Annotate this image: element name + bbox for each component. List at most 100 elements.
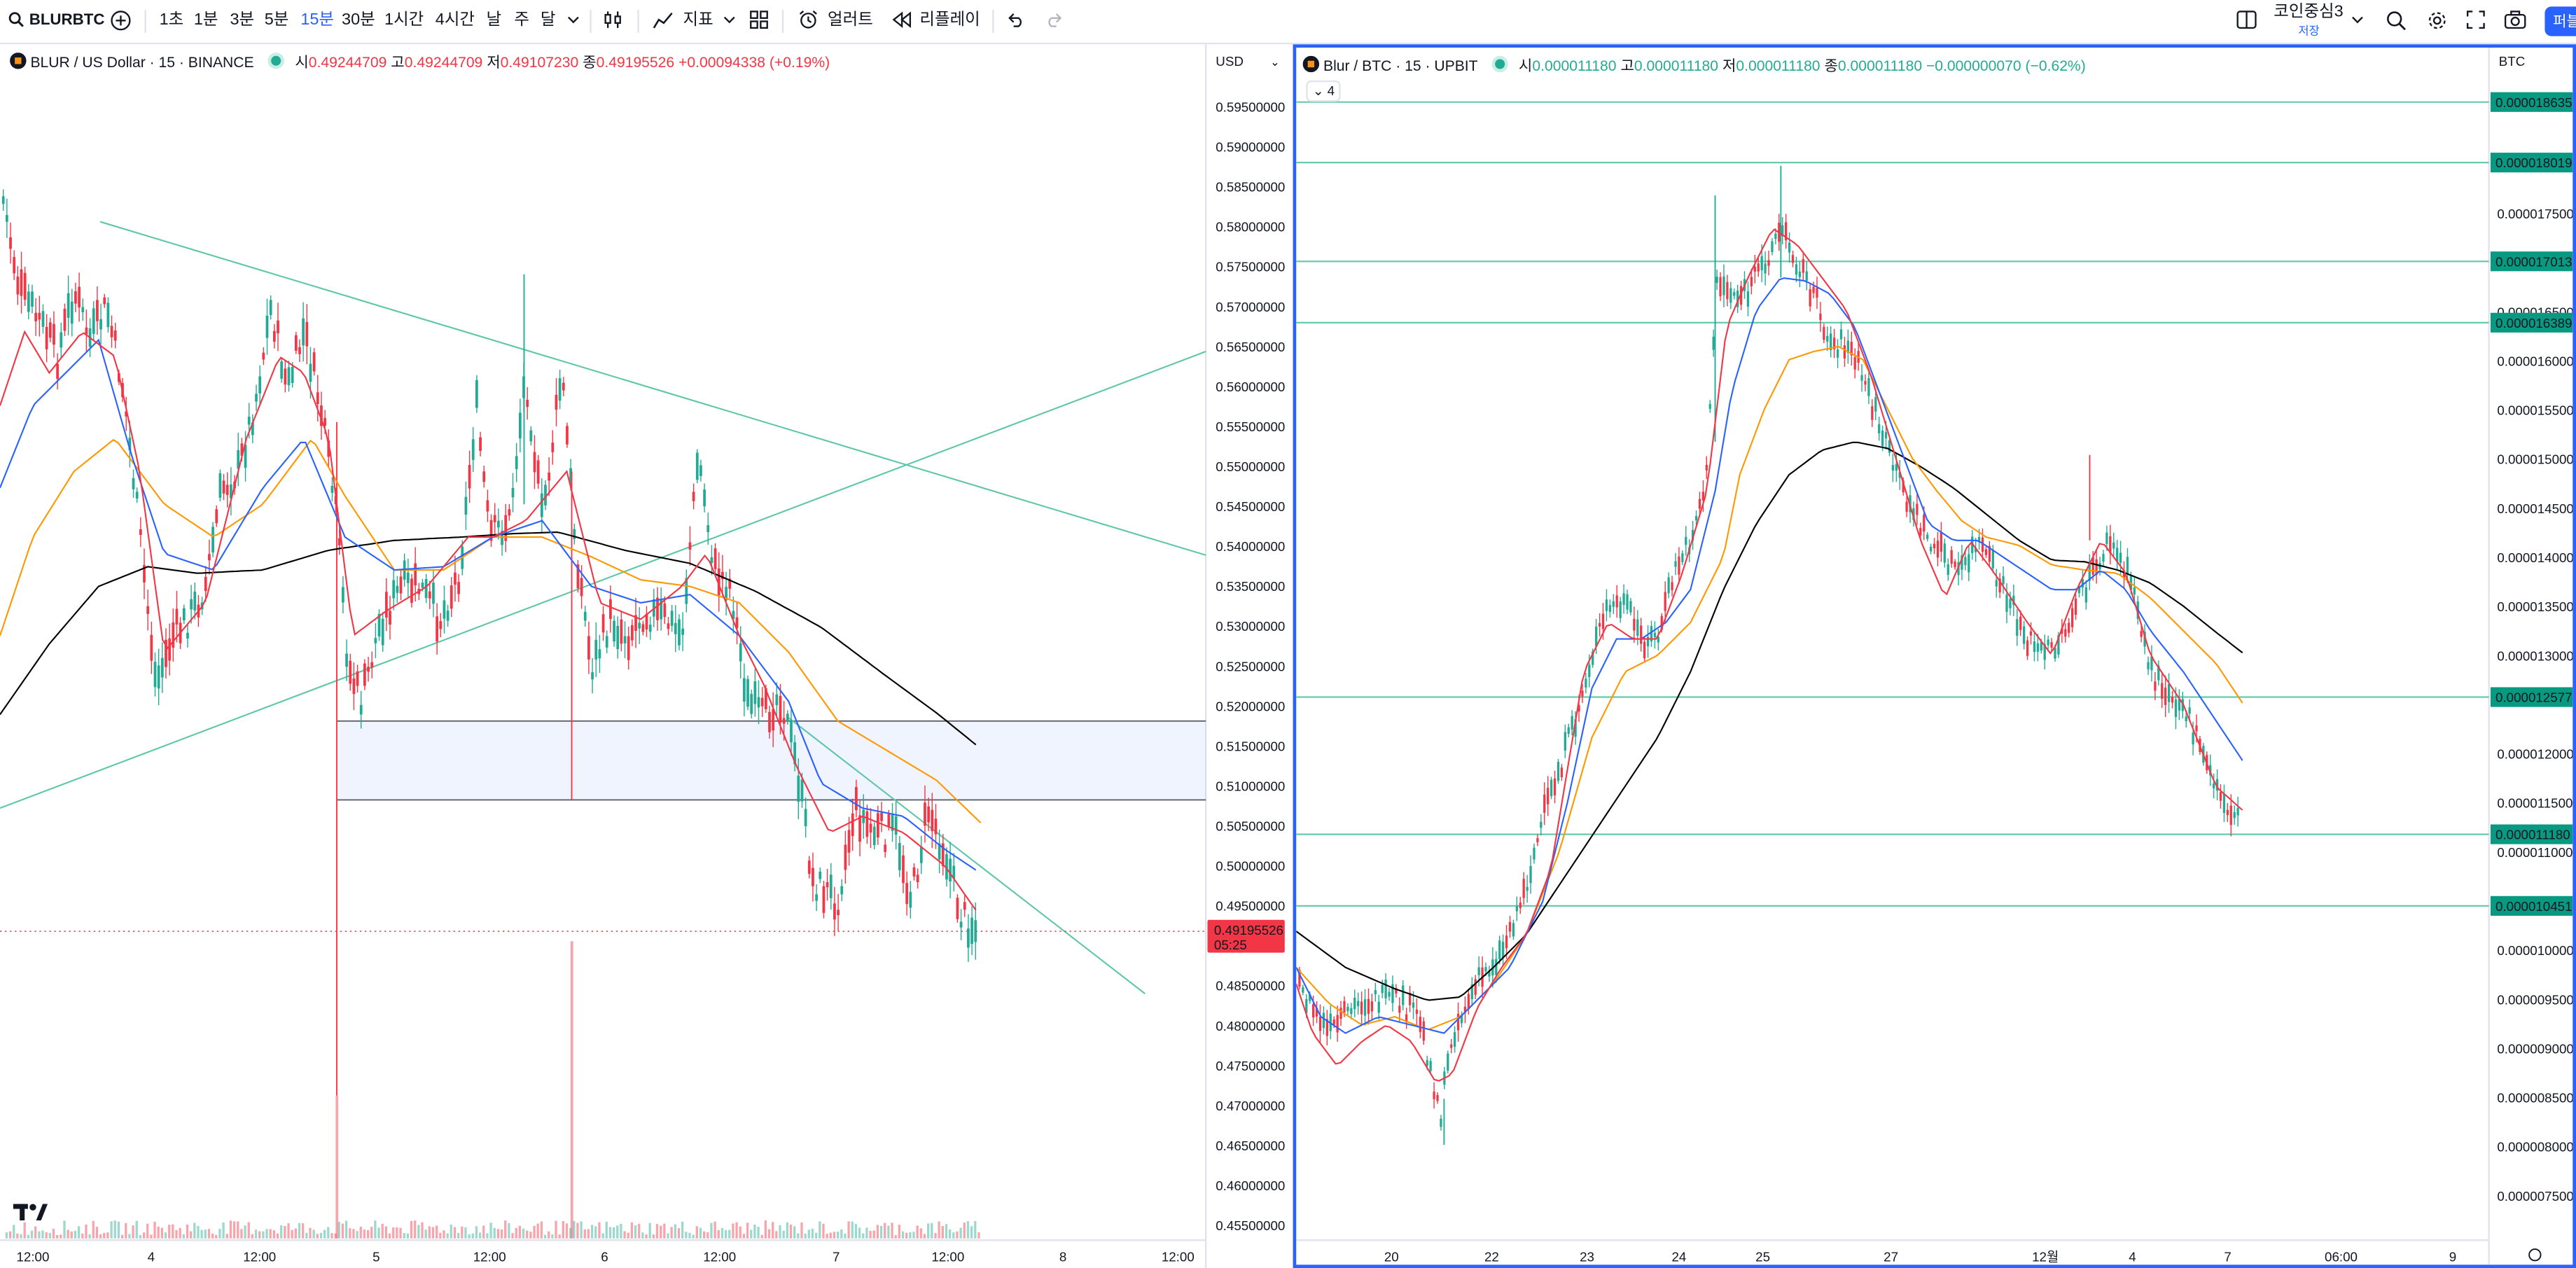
layout-dropdown[interactable]: [2351, 0, 2365, 43]
volume-bar: [760, 1234, 763, 1239]
interval-5m[interactable]: 5분: [264, 11, 289, 30]
interval-1s[interactable]: 1초: [159, 11, 184, 30]
indicators-collapse-toggle[interactable]: ⌄ 4: [1306, 80, 1342, 102]
candle-body: [337, 538, 341, 545]
candle-body: [2122, 571, 2126, 579]
publish-button[interactable]: 퍼블: [2544, 6, 2576, 36]
volume-bar: [879, 1225, 883, 1239]
candle-body: [1878, 424, 1881, 433]
candle-body: [1891, 465, 1895, 471]
ascending-trendline: [0, 351, 1206, 809]
price-tick-label: 0.000017500: [2497, 207, 2572, 221]
indicators-button[interactable]: 지표: [652, 0, 713, 43]
time-tick-label: 23: [1580, 1250, 1594, 1264]
interval-4h[interactable]: 4시간: [435, 11, 475, 30]
interval-dropdown[interactable]: [566, 0, 580, 43]
candle-body: [312, 352, 316, 372]
right-chart-canvas[interactable]: 0.0000175000.0000165000.0000160000.00001…: [1296, 48, 2573, 1265]
left-chart-canvas[interactable]: 0.59500000 0.59000000 0.58500000 0.58000000…: [0, 44, 1290, 1268]
level-price-badge: [2490, 824, 2573, 844]
interval-week[interactable]: 주: [514, 11, 529, 30]
snapshot-button[interactable]: [2504, 0, 2527, 43]
volume-bar: [302, 1223, 305, 1239]
interval-15m[interactable]: 15분: [300, 11, 335, 30]
fullscreen-button[interactable]: [2466, 0, 2486, 43]
candle-body: [1988, 545, 1991, 562]
volume-bar: [558, 1234, 561, 1239]
candle-body: [464, 496, 468, 515]
interval-1m[interactable]: 1분: [193, 11, 218, 30]
left-currency-selector[interactable]: USD ⌄: [1216, 54, 1280, 69]
chart-pane-right[interactable]: 0.000017500 0.000016500 0.000016000 0.00001…: [1293, 44, 2576, 1268]
quick-search-button[interactable]: [2386, 0, 2407, 43]
volume-bar: [966, 1221, 970, 1239]
templates-button[interactable]: [749, 0, 769, 43]
candle-body: [269, 300, 272, 315]
interval-30m[interactable]: 30분: [342, 11, 375, 30]
candle-body: [291, 366, 294, 383]
candle-body: [775, 694, 779, 706]
candle-body: [1447, 1053, 1449, 1071]
chart-pane-left[interactable]: 0.59500000 0.59000000 0.58500000 0.58000000…: [0, 44, 1290, 1268]
volume-bar: [670, 1227, 673, 1239]
candle-body: [1388, 991, 1391, 997]
volume-bar: [392, 1227, 395, 1239]
chart-type-button[interactable]: [603, 0, 622, 43]
candle-body: [934, 818, 938, 835]
interval-1h[interactable]: 1시간: [384, 11, 424, 30]
candle-body: [829, 875, 833, 898]
volume-bar: [685, 1232, 688, 1239]
volume-bar: [461, 1226, 464, 1239]
interval-month[interactable]: 달: [540, 11, 556, 30]
volume-bar: [948, 1229, 952, 1239]
candle-body: [1694, 516, 1698, 521]
candle-body: [1767, 260, 1770, 266]
candle-body: [1757, 263, 1760, 272]
candle-body: [1736, 290, 1739, 307]
alerts-button[interactable]: 얼러트: [798, 0, 873, 43]
candle-body: [2157, 665, 2160, 681]
candle-body: [1902, 480, 1905, 493]
candle-body: [1719, 277, 1722, 297]
candle-body: [1853, 357, 1856, 370]
candle-body: [186, 632, 189, 639]
candle-body: [1867, 377, 1870, 396]
candle-body: [800, 779, 804, 802]
candle-body: [1426, 1060, 1428, 1066]
level-price-label: 0.000010451: [2495, 899, 2572, 914]
candle-body: [1592, 651, 1594, 665]
candle-body: [1408, 993, 1412, 1005]
candle-body: [1936, 541, 1940, 558]
candle-body: [518, 412, 522, 439]
layout-toggle-button[interactable]: [2236, 0, 2257, 43]
interval-day[interactable]: 날: [486, 11, 502, 30]
candle-body: [905, 883, 909, 905]
symbol-search-button[interactable]: BLURBTC: [8, 0, 104, 43]
candle-body: [410, 578, 413, 604]
candle-body: [280, 361, 284, 379]
candle-body: [240, 443, 244, 456]
bar-countdown-label: 05:25: [1214, 938, 1247, 952]
candle-body: [2033, 641, 2036, 653]
level-price-label: 0.000018635: [2495, 95, 2572, 110]
candle-body: [1805, 271, 1808, 281]
volume-bar: [692, 1234, 695, 1239]
candle-body: [48, 322, 52, 338]
undo-button[interactable]: [1005, 0, 1025, 43]
compare-symbol-button[interactable]: [110, 0, 132, 43]
candle-body: [1298, 970, 1301, 987]
indicators-dropdown[interactable]: [723, 0, 736, 43]
replay-button[interactable]: 리플레이: [892, 0, 980, 43]
candle-body: [1998, 578, 2001, 593]
candle-body: [967, 928, 970, 948]
candle-body: [1574, 719, 1577, 737]
candle-body: [1470, 984, 1473, 1000]
candle-body: [1739, 286, 1743, 305]
interval-3m[interactable]: 3분: [230, 11, 255, 30]
volume-bar: [797, 1233, 800, 1239]
right-currency-selector[interactable]: BTC: [2499, 54, 2526, 69]
redo-button[interactable]: [1045, 0, 1064, 43]
candle-body: [1750, 277, 1753, 286]
candle-body: [1812, 286, 1815, 293]
settings-button[interactable]: [2426, 0, 2448, 43]
